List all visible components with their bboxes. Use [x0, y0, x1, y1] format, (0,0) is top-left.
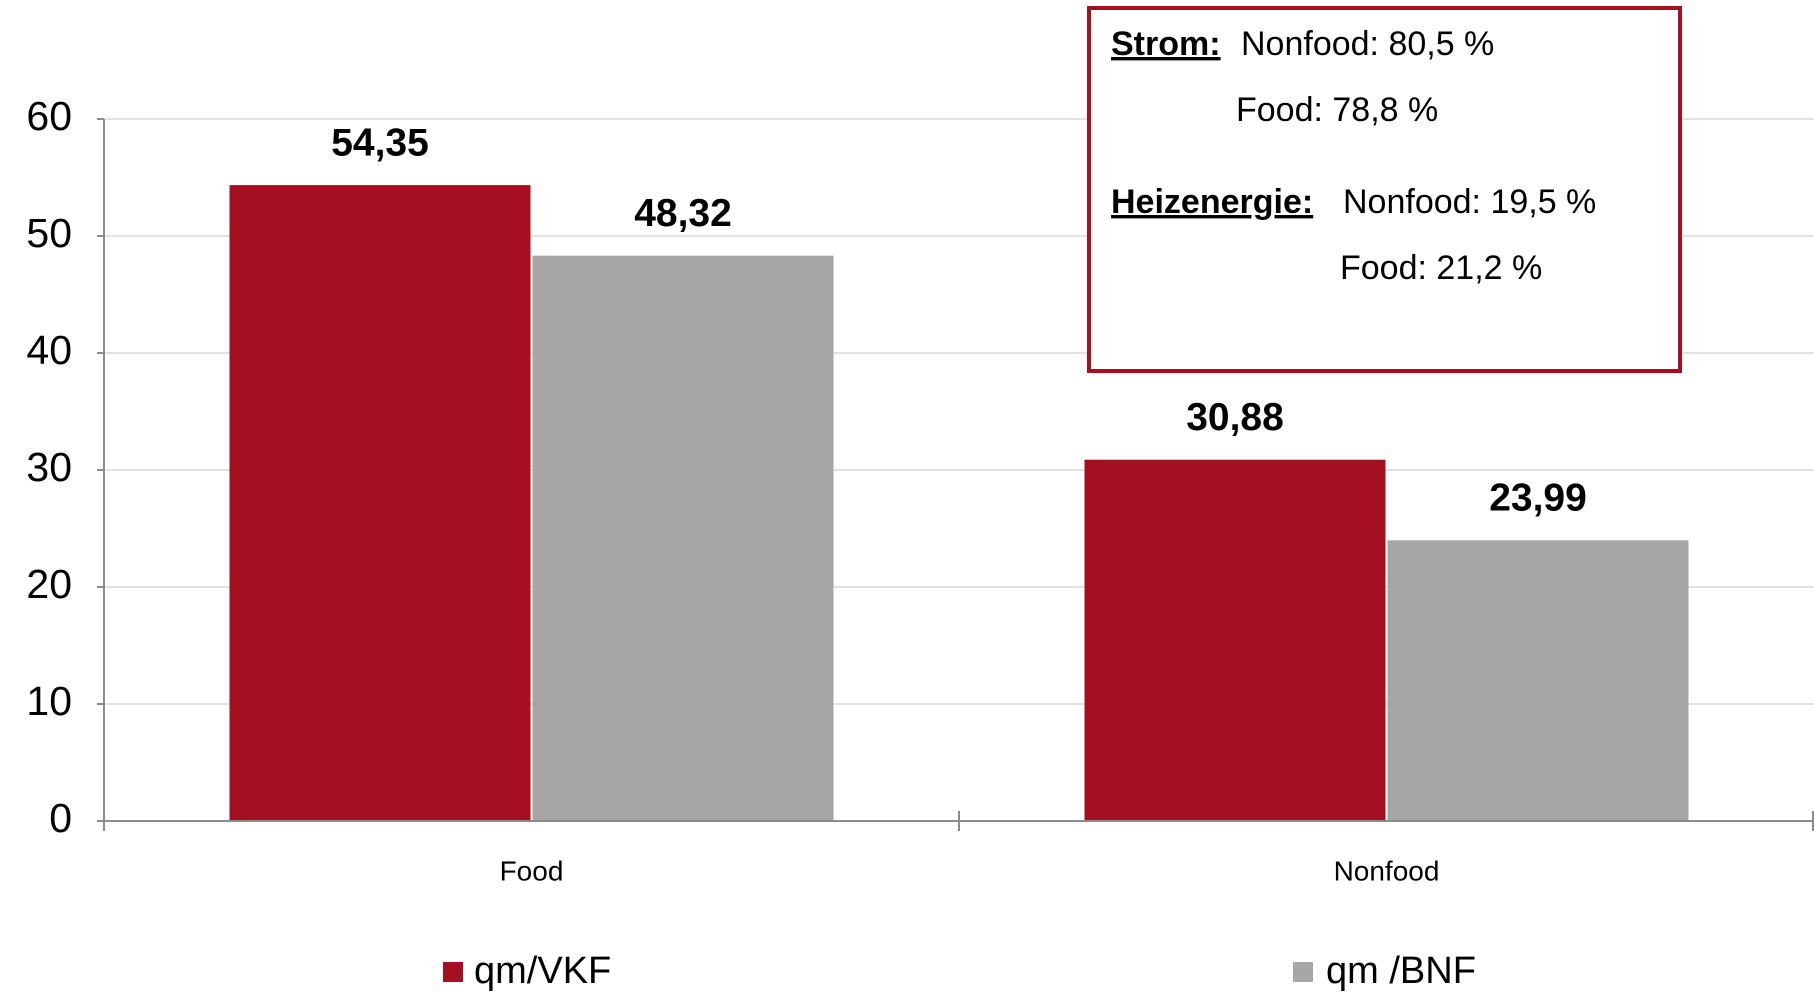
bar: [532, 255, 834, 821]
annotation-text: Food: 21,2 %: [1340, 249, 1542, 287]
bar: [1387, 540, 1689, 821]
annotation-text: Food: 78,8 %: [1236, 91, 1438, 129]
bar: [1084, 459, 1386, 821]
annotation-box: [1087, 6, 1682, 373]
y-tick-label: 30: [26, 444, 72, 490]
y-tick-label: 20: [26, 561, 72, 607]
value-label: 48,32: [634, 192, 732, 235]
y-tick-label: 50: [26, 210, 72, 256]
annotation-label: Strom:: [1111, 25, 1221, 63]
legend-swatch: [1293, 962, 1313, 982]
value-label: 23,99: [1489, 477, 1587, 520]
y-tick-label: 40: [26, 327, 72, 373]
value-label: 54,35: [331, 121, 429, 164]
annotation-text: Nonfood: 80,5 %: [1241, 25, 1494, 63]
y-tick-label: 60: [26, 93, 72, 139]
x-tick-label: Nonfood: [1334, 855, 1440, 886]
legend-swatch: [443, 962, 463, 982]
x-tick-label: Food: [500, 855, 564, 886]
annotation-text: Nonfood: 19,5 %: [1343, 183, 1596, 221]
legend-label: qm /BNF: [1326, 950, 1476, 992]
legend-label: qm/VKF: [474, 950, 611, 992]
annotation-label: Heizenergie:: [1111, 183, 1313, 221]
y-tick-label: 0: [49, 795, 72, 841]
y-tick-label: 10: [26, 678, 72, 724]
bar: [229, 185, 531, 822]
value-label: 30,88: [1186, 396, 1284, 439]
plot: 0 10 20 30 40 50 60 Food 54,35 48,32 Nonfood 30,88 2…: [26, 93, 1814, 992]
